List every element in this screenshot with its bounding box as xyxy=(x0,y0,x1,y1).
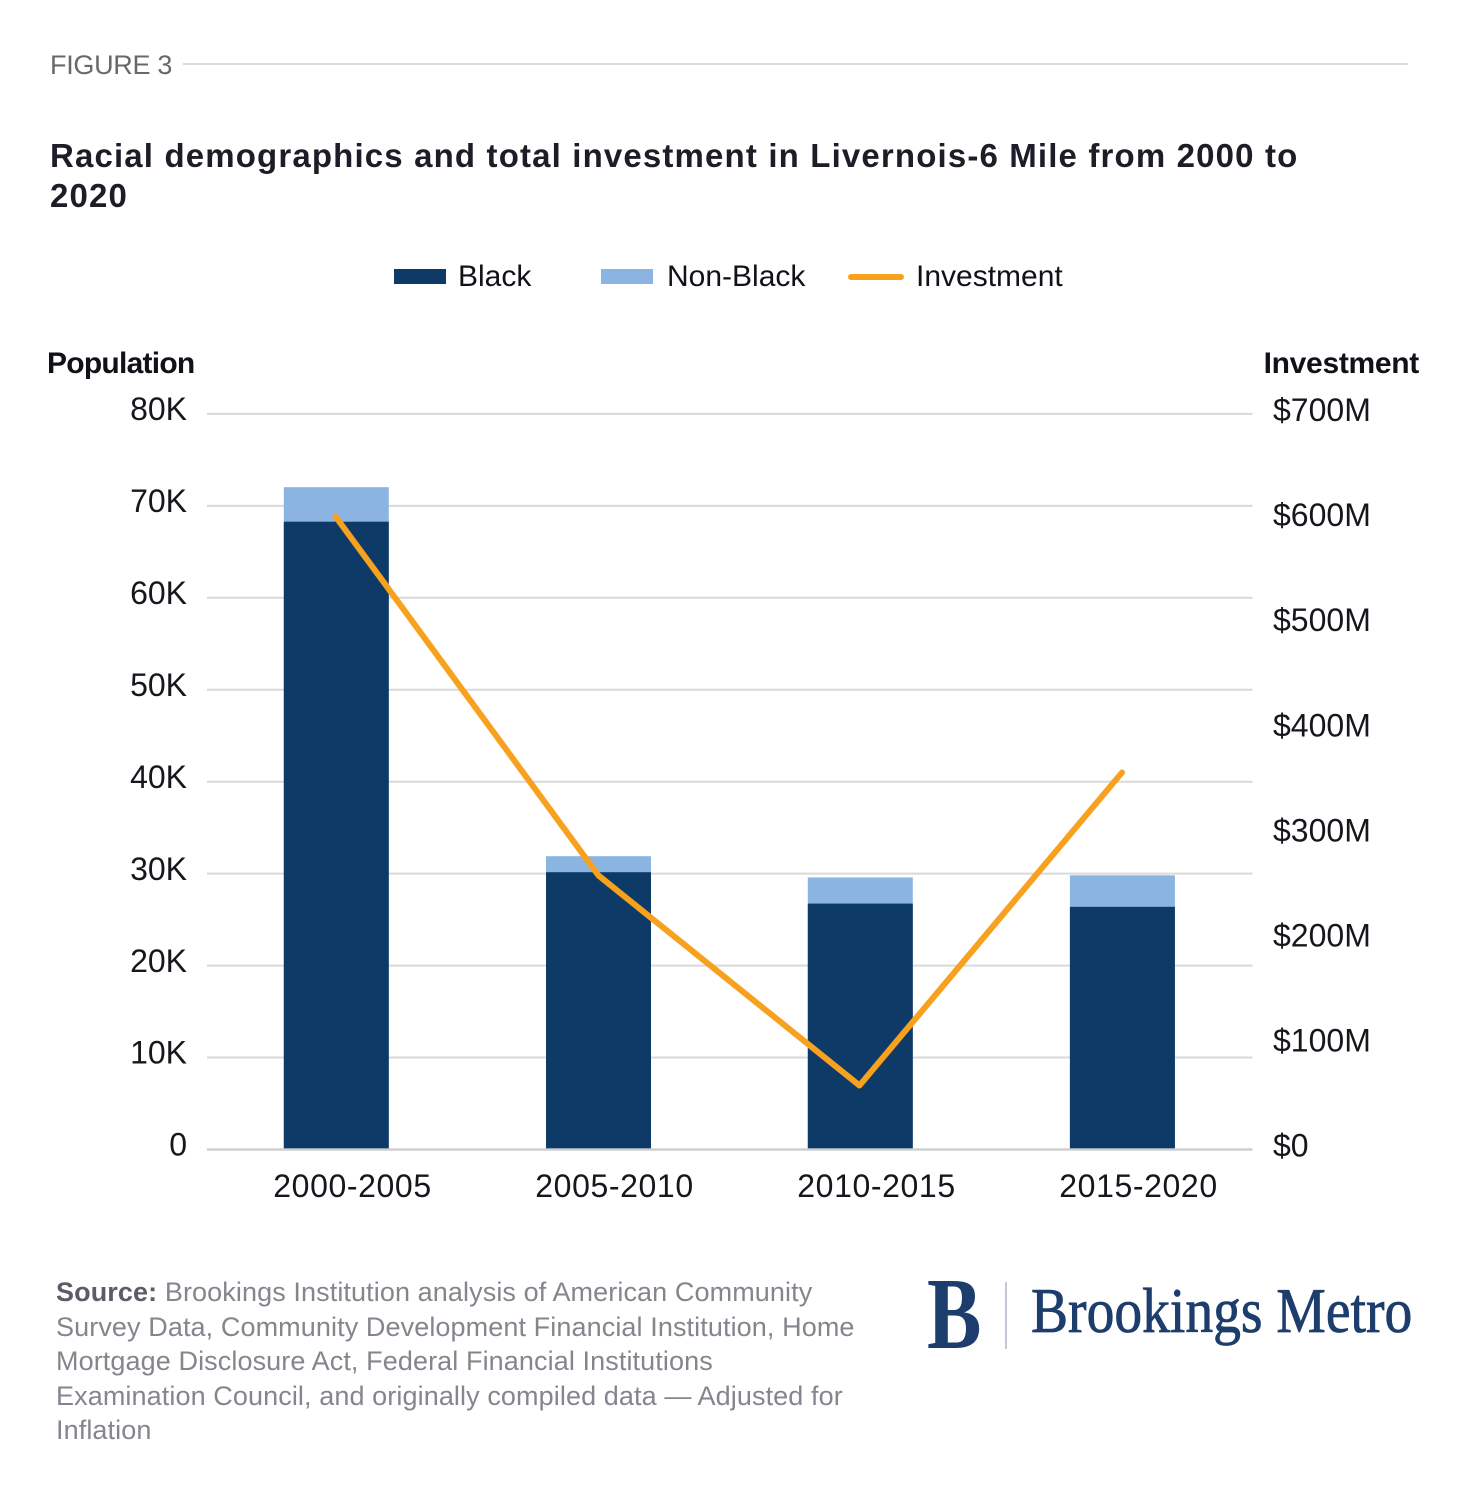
svg-text:10K: 10K xyxy=(130,1035,187,1071)
svg-text:80K: 80K xyxy=(130,391,187,427)
svg-text:70K: 70K xyxy=(130,483,187,519)
svg-text:30K: 30K xyxy=(130,851,187,887)
svg-text:2005-2010: 2005-2010 xyxy=(535,1168,693,1204)
svg-text:60K: 60K xyxy=(130,575,187,611)
svg-text:$0: $0 xyxy=(1273,1128,1309,1164)
svg-text:$400M: $400M xyxy=(1273,707,1371,743)
svg-text:20K: 20K xyxy=(130,943,187,979)
svg-text:$100M: $100M xyxy=(1273,1023,1371,1059)
svg-text:50K: 50K xyxy=(130,667,187,703)
svg-text:$700M: $700M xyxy=(1273,392,1371,428)
svg-text:2010-2015: 2010-2015 xyxy=(797,1168,955,1204)
svg-text:$600M: $600M xyxy=(1273,497,1371,533)
svg-text:Population: Population xyxy=(47,347,194,380)
svg-text:$200M: $200M xyxy=(1273,917,1371,953)
svg-text:Investment: Investment xyxy=(1264,347,1420,380)
svg-text:0: 0 xyxy=(169,1127,187,1163)
svg-text:2015-2020: 2015-2020 xyxy=(1059,1168,1217,1204)
svg-text:$300M: $300M xyxy=(1273,812,1371,848)
svg-text:40K: 40K xyxy=(130,759,187,795)
svg-text:2000-2005: 2000-2005 xyxy=(273,1168,431,1204)
svg-text:$500M: $500M xyxy=(1273,602,1371,638)
